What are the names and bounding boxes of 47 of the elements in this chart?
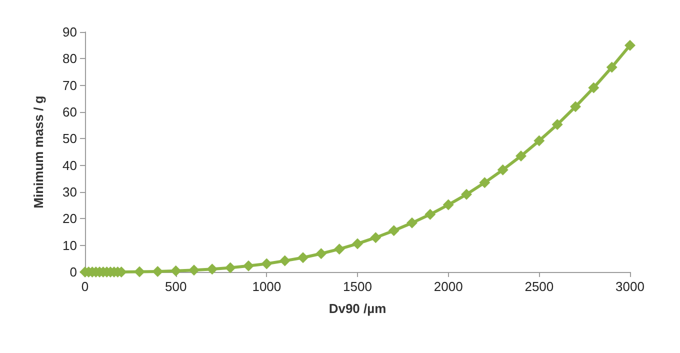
y-axis-title: Minimum mass / g [31, 96, 46, 208]
point [424, 208, 436, 220]
x-tick-label: 500 [164, 279, 187, 294]
y-tick-label: 80 [62, 51, 77, 66]
point [516, 150, 526, 162]
point [261, 258, 272, 270]
point [570, 101, 581, 112]
point [461, 188, 472, 200]
point [606, 62, 618, 73]
point [316, 248, 327, 260]
point [279, 255, 290, 266]
x-axis-title: Dv90 /µm [328, 301, 386, 316]
x-tick-label: 1000 [252, 279, 282, 294]
x-tick-label: 1500 [343, 279, 372, 294]
point [388, 225, 400, 236]
point [442, 199, 454, 210]
point [497, 164, 508, 176]
y-tick-label: 50 [62, 131, 77, 146]
x-tick-label: 2000 [434, 279, 463, 294]
x-tick-label: 0 [81, 279, 89, 294]
point [624, 40, 636, 51]
y-tick-label: 60 [62, 104, 77, 120]
y-tick-label: 0 [70, 264, 77, 280]
point [479, 177, 490, 188]
point [298, 252, 308, 264]
point [352, 238, 363, 250]
point [534, 135, 545, 146]
point [134, 266, 145, 278]
point [224, 262, 236, 274]
point [170, 265, 182, 276]
y-tick-label: 20 [62, 211, 77, 226]
y-tick-label: 30 [62, 184, 77, 200]
x-tick-label: 2500 [524, 279, 554, 294]
point [243, 260, 254, 272]
point [406, 217, 418, 228]
point [588, 82, 600, 94]
y-tick-label: 90 [62, 24, 77, 40]
point [552, 119, 563, 130]
point [152, 266, 164, 277]
y-tick-label: 70 [62, 78, 77, 93]
x-tick-label: 3000 [616, 279, 644, 294]
y-tick-label: 10 [62, 238, 77, 253]
point [334, 244, 345, 255]
y-tick-label: 40 [62, 158, 77, 173]
point [206, 264, 218, 275]
point [188, 264, 200, 276]
point [370, 232, 382, 244]
